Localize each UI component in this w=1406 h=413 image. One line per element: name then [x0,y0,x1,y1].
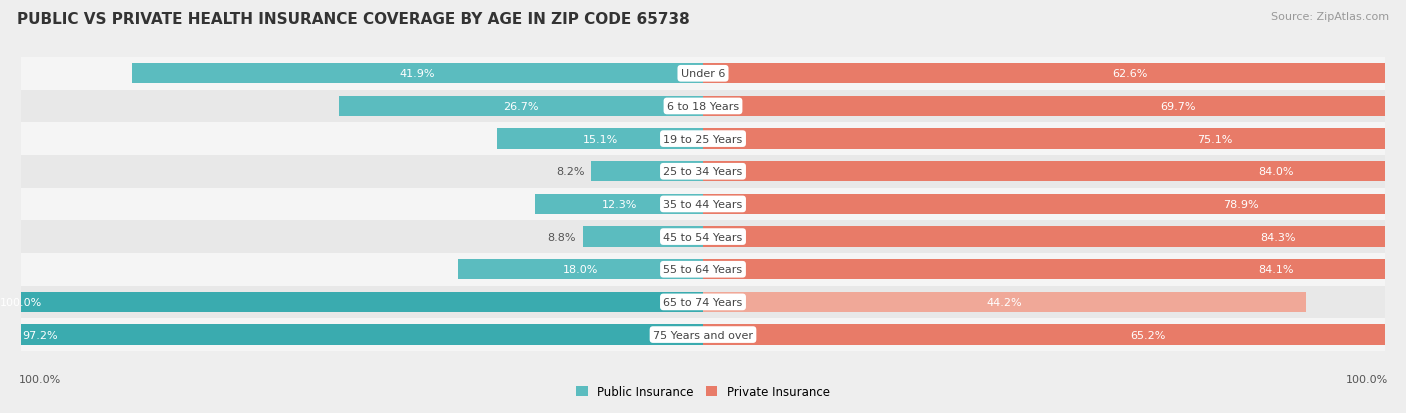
Text: PUBLIC VS PRIVATE HEALTH INSURANCE COVERAGE BY AGE IN ZIP CODE 65738: PUBLIC VS PRIVATE HEALTH INSURANCE COVER… [17,12,689,27]
Bar [457,259,703,280]
Bar [21,90,1385,123]
Text: 75.1%: 75.1% [1198,134,1233,144]
Bar [21,253,1385,286]
Bar [591,162,703,182]
Text: 62.6%: 62.6% [1112,69,1147,79]
Text: 84.1%: 84.1% [1258,265,1295,275]
Text: Under 6: Under 6 [681,69,725,79]
Bar [0,292,703,312]
Text: 18.0%: 18.0% [562,265,598,275]
Bar [21,318,1385,351]
Text: 100.0%: 100.0% [1346,375,1388,385]
Bar [132,64,703,84]
Bar [703,195,1406,214]
Text: 84.0%: 84.0% [1258,167,1294,177]
Text: 45 to 54 Years: 45 to 54 Years [664,232,742,242]
Text: 55 to 64 Years: 55 to 64 Years [664,265,742,275]
Text: 100.0%: 100.0% [18,375,60,385]
Text: Source: ZipAtlas.com: Source: ZipAtlas.com [1271,12,1389,22]
Bar [703,259,1406,280]
Text: 69.7%: 69.7% [1160,102,1197,112]
Text: 84.3%: 84.3% [1260,232,1295,242]
Text: 78.9%: 78.9% [1223,199,1258,209]
Text: 35 to 44 Years: 35 to 44 Years [664,199,742,209]
Bar [21,221,1385,253]
Bar [703,162,1406,182]
Text: 41.9%: 41.9% [399,69,434,79]
Text: 15.1%: 15.1% [582,134,617,144]
Bar [21,188,1385,221]
Bar [498,129,703,150]
Bar [703,97,1406,117]
Legend: Public Insurance, Private Insurance: Public Insurance, Private Insurance [576,385,830,398]
Text: 65 to 74 Years: 65 to 74 Years [664,297,742,307]
Bar [703,129,1406,150]
Text: 6 to 18 Years: 6 to 18 Years [666,102,740,112]
Bar [536,195,703,214]
Text: 75 Years and over: 75 Years and over [652,330,754,340]
Text: 8.2%: 8.2% [555,167,585,177]
Bar [703,64,1406,84]
Bar [583,227,703,247]
Text: 8.8%: 8.8% [548,232,576,242]
Bar [21,123,1385,156]
Text: 26.7%: 26.7% [503,102,538,112]
Bar [703,227,1406,247]
Text: 44.2%: 44.2% [987,297,1022,307]
Bar [0,325,703,345]
Text: 100.0%: 100.0% [0,297,42,307]
Text: 25 to 34 Years: 25 to 34 Years [664,167,742,177]
Text: 12.3%: 12.3% [602,199,637,209]
Text: 19 to 25 Years: 19 to 25 Years [664,134,742,144]
Bar [21,156,1385,188]
Text: 65.2%: 65.2% [1130,330,1166,340]
Text: 97.2%: 97.2% [22,330,58,340]
Bar [703,292,1306,312]
Bar [21,286,1385,318]
Bar [21,58,1385,90]
Bar [703,325,1406,345]
Bar [339,97,703,117]
